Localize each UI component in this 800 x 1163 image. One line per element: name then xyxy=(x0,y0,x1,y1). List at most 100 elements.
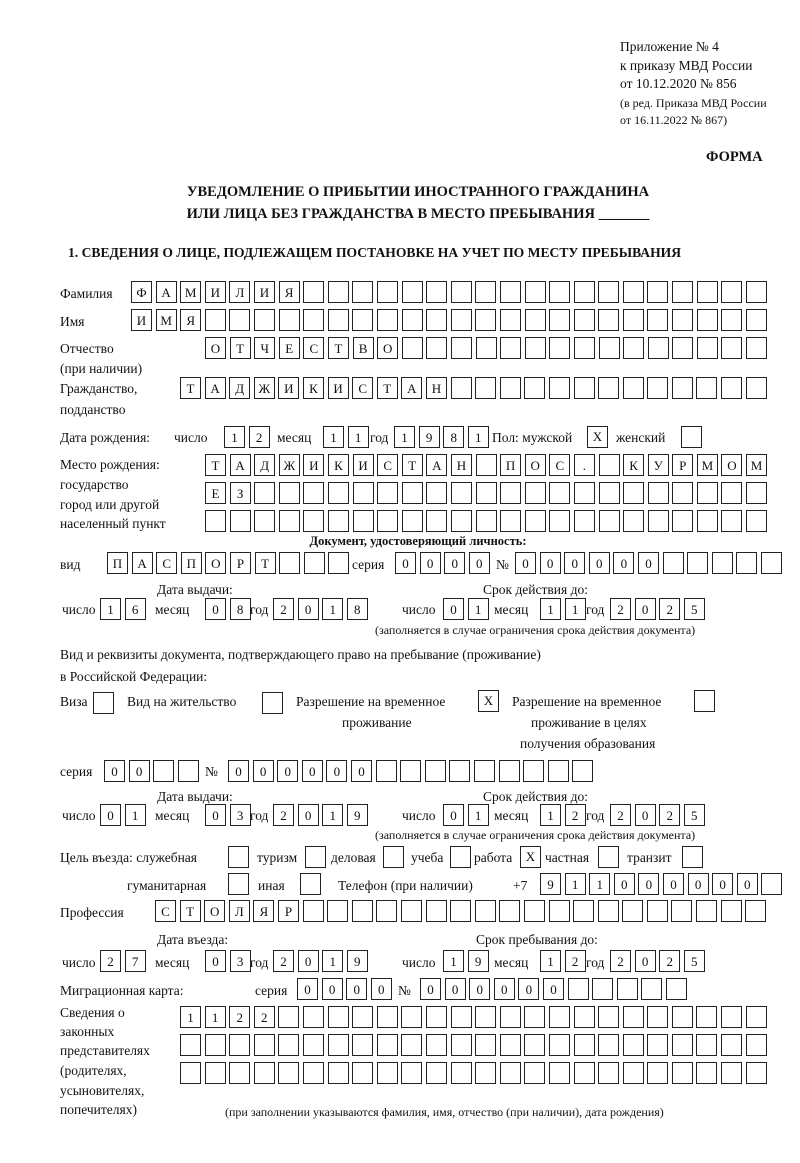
cell[interactable]: 9 xyxy=(346,950,368,972)
cell[interactable]: А xyxy=(204,377,226,399)
cell[interactable]: 8 xyxy=(229,598,251,620)
cell[interactable]: 1 xyxy=(224,426,245,448)
trp-edu-checkbox[interactable] xyxy=(694,690,715,712)
cell[interactable]: 1 xyxy=(322,804,344,826)
cell[interactable]: Е xyxy=(278,337,300,359)
cell[interactable] xyxy=(573,1006,595,1028)
cell[interactable] xyxy=(720,900,742,922)
cell[interactable] xyxy=(352,1062,374,1084)
cell[interactable] xyxy=(450,510,472,532)
cell[interactable]: 2 xyxy=(273,598,294,620)
cell[interactable] xyxy=(279,552,301,574)
cell[interactable] xyxy=(474,900,496,922)
cell[interactable] xyxy=(573,309,595,331)
cell[interactable]: У xyxy=(647,454,669,476)
cell[interactable] xyxy=(426,309,448,331)
cell[interactable]: С xyxy=(352,377,374,399)
cell[interactable]: 2 xyxy=(659,598,681,620)
cell[interactable] xyxy=(425,1062,447,1084)
cell[interactable] xyxy=(567,978,589,1000)
cell[interactable] xyxy=(524,281,546,303)
cell[interactable] xyxy=(401,1006,423,1028)
purpose-business-checkbox[interactable] xyxy=(383,846,404,868)
cell[interactable]: 0 xyxy=(736,873,758,895)
cell[interactable]: Н xyxy=(425,377,447,399)
cell[interactable] xyxy=(401,510,423,532)
cell[interactable]: 1 xyxy=(540,598,561,620)
residence-permit-checkbox[interactable] xyxy=(262,692,283,714)
cell[interactable]: А xyxy=(229,454,251,476)
cell[interactable] xyxy=(598,510,620,532)
cell[interactable]: Т xyxy=(205,454,226,476)
cell[interactable] xyxy=(499,281,521,303)
cell[interactable] xyxy=(499,377,521,399)
cell[interactable] xyxy=(375,760,397,782)
birth-place-row3[interactable] xyxy=(205,510,771,532)
cell[interactable] xyxy=(303,482,325,504)
cell[interactable] xyxy=(327,1034,349,1056)
cell[interactable]: 0 xyxy=(444,978,466,1000)
cell[interactable] xyxy=(662,552,684,574)
cell[interactable]: 0 xyxy=(515,552,536,574)
cell[interactable] xyxy=(549,482,571,504)
cell[interactable]: 0 xyxy=(277,760,299,782)
cell[interactable] xyxy=(672,309,694,331)
cell[interactable]: И xyxy=(131,309,152,331)
cell[interactable] xyxy=(254,482,276,504)
cell[interactable]: Ф xyxy=(131,281,152,303)
cell[interactable] xyxy=(475,309,497,331)
cell[interactable]: С xyxy=(303,337,325,359)
cell[interactable] xyxy=(302,1006,324,1028)
cell[interactable] xyxy=(622,1006,644,1028)
cell[interactable]: К xyxy=(623,454,645,476)
cell[interactable] xyxy=(598,309,620,331)
cell[interactable] xyxy=(548,1006,570,1028)
cell[interactable] xyxy=(641,978,663,1000)
cell[interactable] xyxy=(549,337,571,359)
cell[interactable] xyxy=(153,760,175,782)
cell[interactable] xyxy=(352,1034,374,1056)
cell[interactable] xyxy=(622,1034,644,1056)
cell[interactable]: 0 xyxy=(638,873,660,895)
cell[interactable]: 0 xyxy=(613,873,635,895)
purpose-work-checkbox[interactable]: X xyxy=(520,846,541,868)
cell[interactable]: 1 xyxy=(467,804,489,826)
cell[interactable] xyxy=(475,281,497,303)
cell[interactable] xyxy=(598,1034,620,1056)
purpose-private-checkbox[interactable] xyxy=(598,846,619,868)
cell[interactable]: 0 xyxy=(420,978,441,1000)
cell[interactable]: 0 xyxy=(444,552,466,574)
cell[interactable]: 1 xyxy=(322,598,344,620)
cell[interactable] xyxy=(253,1062,275,1084)
cell[interactable] xyxy=(622,1062,644,1084)
cell[interactable] xyxy=(303,309,325,331)
cell[interactable] xyxy=(278,1034,300,1056)
cell[interactable] xyxy=(278,1062,300,1084)
cell[interactable] xyxy=(426,482,448,504)
cell[interactable]: 0 xyxy=(297,804,319,826)
cell[interactable] xyxy=(696,377,718,399)
cell[interactable] xyxy=(622,377,644,399)
cell[interactable]: 0 xyxy=(469,978,491,1000)
cell[interactable]: 1 xyxy=(100,598,121,620)
cell[interactable] xyxy=(450,337,472,359)
cell[interactable]: 2 xyxy=(273,950,294,972)
cell[interactable] xyxy=(499,900,521,922)
cell[interactable] xyxy=(573,482,595,504)
cell[interactable] xyxy=(475,1062,497,1084)
cell[interactable] xyxy=(450,281,472,303)
cell[interactable]: 1 xyxy=(180,1006,201,1028)
cell[interactable]: Я xyxy=(253,900,275,922)
cell[interactable]: 5 xyxy=(683,598,705,620)
cell[interactable]: 0 xyxy=(419,552,441,574)
cell[interactable] xyxy=(745,1006,767,1028)
